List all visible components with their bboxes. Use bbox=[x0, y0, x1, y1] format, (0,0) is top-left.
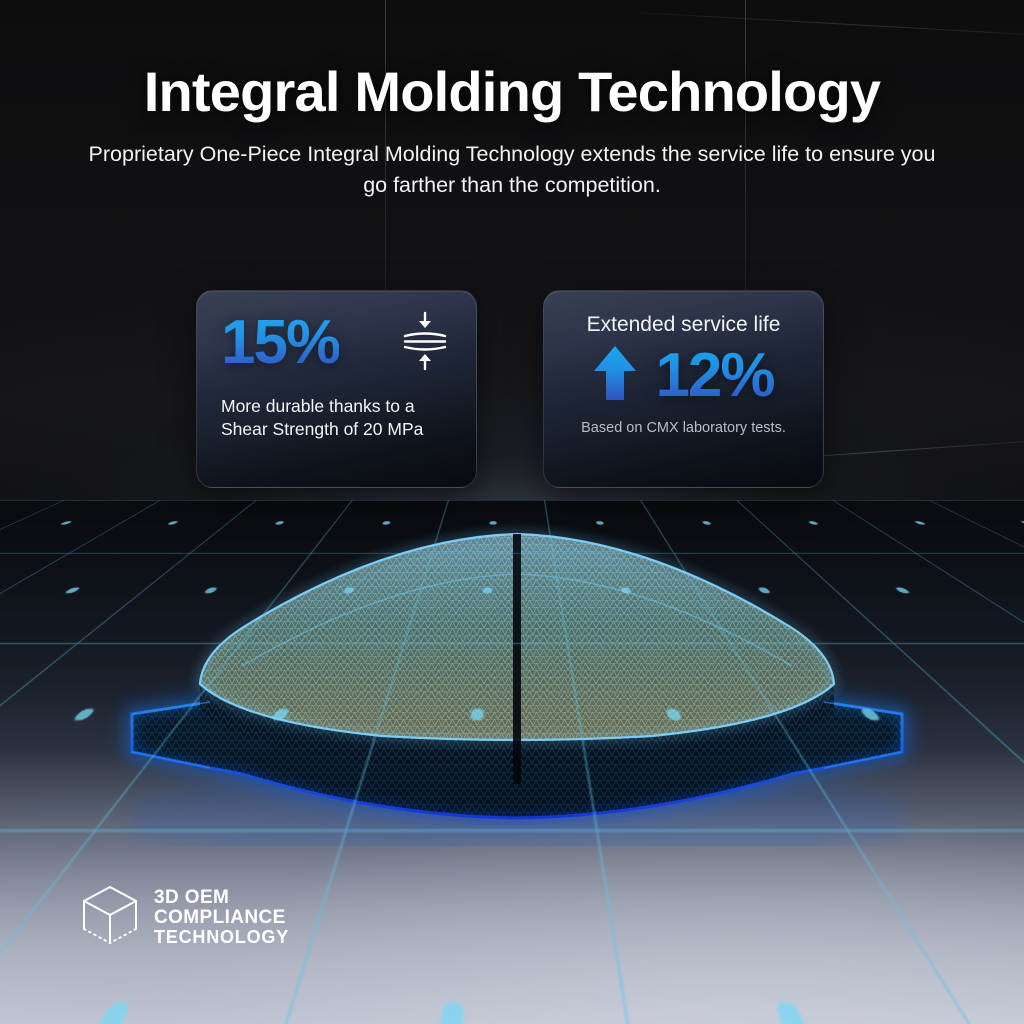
wall-panel-seam-right bbox=[745, 0, 746, 516]
service-life-value: 12% bbox=[655, 340, 775, 410]
brand-line-2: COMPLIANCE bbox=[154, 907, 286, 929]
durability-card: 15% More durable bbox=[196, 290, 477, 488]
page-subtitle: Proprietary One-Piece Integral Molding T… bbox=[88, 142, 936, 197]
compression-strength-icon bbox=[402, 310, 448, 377]
service-life-heading: Extended service life bbox=[586, 313, 781, 336]
header: Integral Molding Technology Proprietary … bbox=[0, 62, 1024, 200]
page-title: Integral Molding Technology bbox=[143, 60, 881, 123]
3d-cube-icon bbox=[80, 884, 140, 951]
stats-card-group: 15% More durable bbox=[196, 290, 824, 488]
brake-pad-wireframe-svg bbox=[127, 532, 907, 1000]
service-life-value-row: 12% bbox=[544, 343, 823, 408]
compression-strength-glyph bbox=[403, 311, 447, 370]
brand-logo-text: 3D OEM COMPLIANCE TECHNOLOGY bbox=[154, 888, 289, 947]
brand-line-1: 3D OEM bbox=[154, 887, 230, 909]
brand-logo: 3D OEM COMPLIANCE TECHNOLOGY bbox=[80, 884, 289, 951]
up-arrow-icon bbox=[593, 343, 637, 408]
brand-line-3: TECHNOLOGY bbox=[154, 926, 290, 947]
durability-card-top-row: 15% bbox=[197, 291, 476, 395]
wall-panel-seam-left bbox=[385, 0, 386, 516]
3d-cube-glyph bbox=[83, 886, 137, 944]
wall-highlight-line-top bbox=[599, 10, 1024, 41]
service-life-note: Based on CMX laboratory tests. bbox=[581, 420, 786, 436]
product-image bbox=[92, 516, 942, 1000]
service-life-card: Extended service life 12% bbox=[543, 290, 824, 488]
durability-description: More durable thanks to a Shear Strength … bbox=[221, 396, 424, 440]
durability-value: 15% bbox=[221, 308, 341, 377]
up-arrow-glyph bbox=[594, 346, 637, 400]
